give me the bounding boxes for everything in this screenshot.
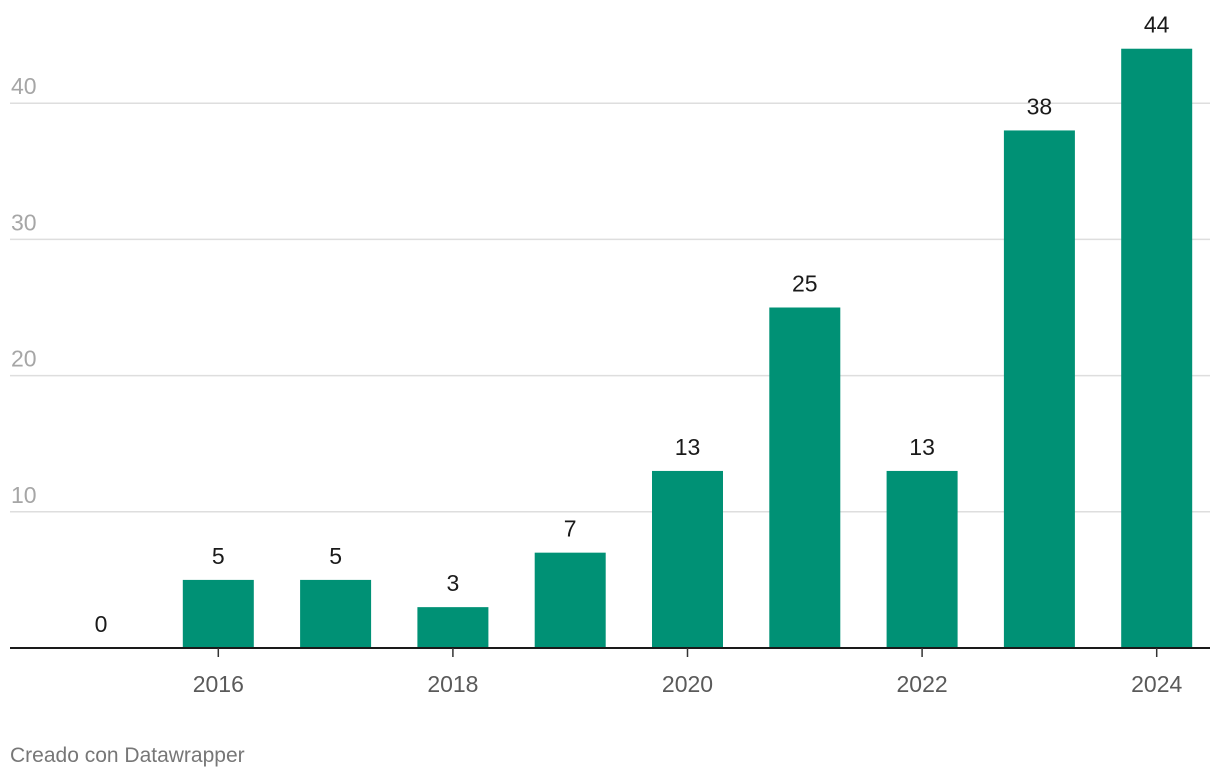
credit-text: Creado con Datawrapper (10, 744, 245, 767)
value-label-2018: 3 (447, 570, 460, 596)
bar-2023 (1003, 130, 1075, 648)
value-label-2020: 13 (675, 434, 701, 460)
bar-2021 (769, 307, 841, 648)
x-tick-label-2016: 2016 (193, 671, 244, 697)
value-label-2021: 25 (792, 271, 818, 297)
bar-2017 (300, 579, 372, 648)
x-tick-label-2022: 2022 (897, 671, 948, 697)
value-label-2022: 13 (909, 434, 935, 460)
value-label-2023: 38 (1027, 93, 1053, 119)
x-tick-label-2024: 2024 (1131, 671, 1182, 697)
bar-2016 (182, 579, 254, 648)
bar-2018 (417, 607, 489, 648)
bars (182, 48, 1193, 649)
x-tick-label-2020: 2020 (662, 671, 713, 697)
y-tick-label: 20 (11, 346, 37, 372)
bar-2024 (1121, 48, 1193, 649)
value-label-2015: 0 (95, 611, 108, 637)
value-label-2019: 7 (564, 516, 577, 542)
gridlines: 10 20 30 40 (10, 73, 1210, 513)
value-labels: 0 5 5 3 7 13 25 13 38 44 (95, 12, 1170, 637)
value-label-2016: 5 (212, 543, 225, 569)
y-tick-label: 40 (11, 73, 37, 99)
bar-chart: 10 20 30 40 0 5 5 3 7 13 25 13 38 44 2016 2018 2020 202… (10, 12, 1210, 697)
value-label-2024: 44 (1144, 12, 1170, 38)
y-tick-label: 10 (11, 482, 37, 508)
x-axis: 2016 2018 2020 2022 2024 (10, 647, 1210, 697)
bar-2022 (886, 470, 958, 648)
value-label-2017: 5 (329, 543, 342, 569)
x-tick-label-2018: 2018 (427, 671, 478, 697)
y-tick-label: 30 (11, 209, 37, 235)
bar-2019 (534, 552, 606, 648)
bar-2020 (652, 470, 723, 648)
